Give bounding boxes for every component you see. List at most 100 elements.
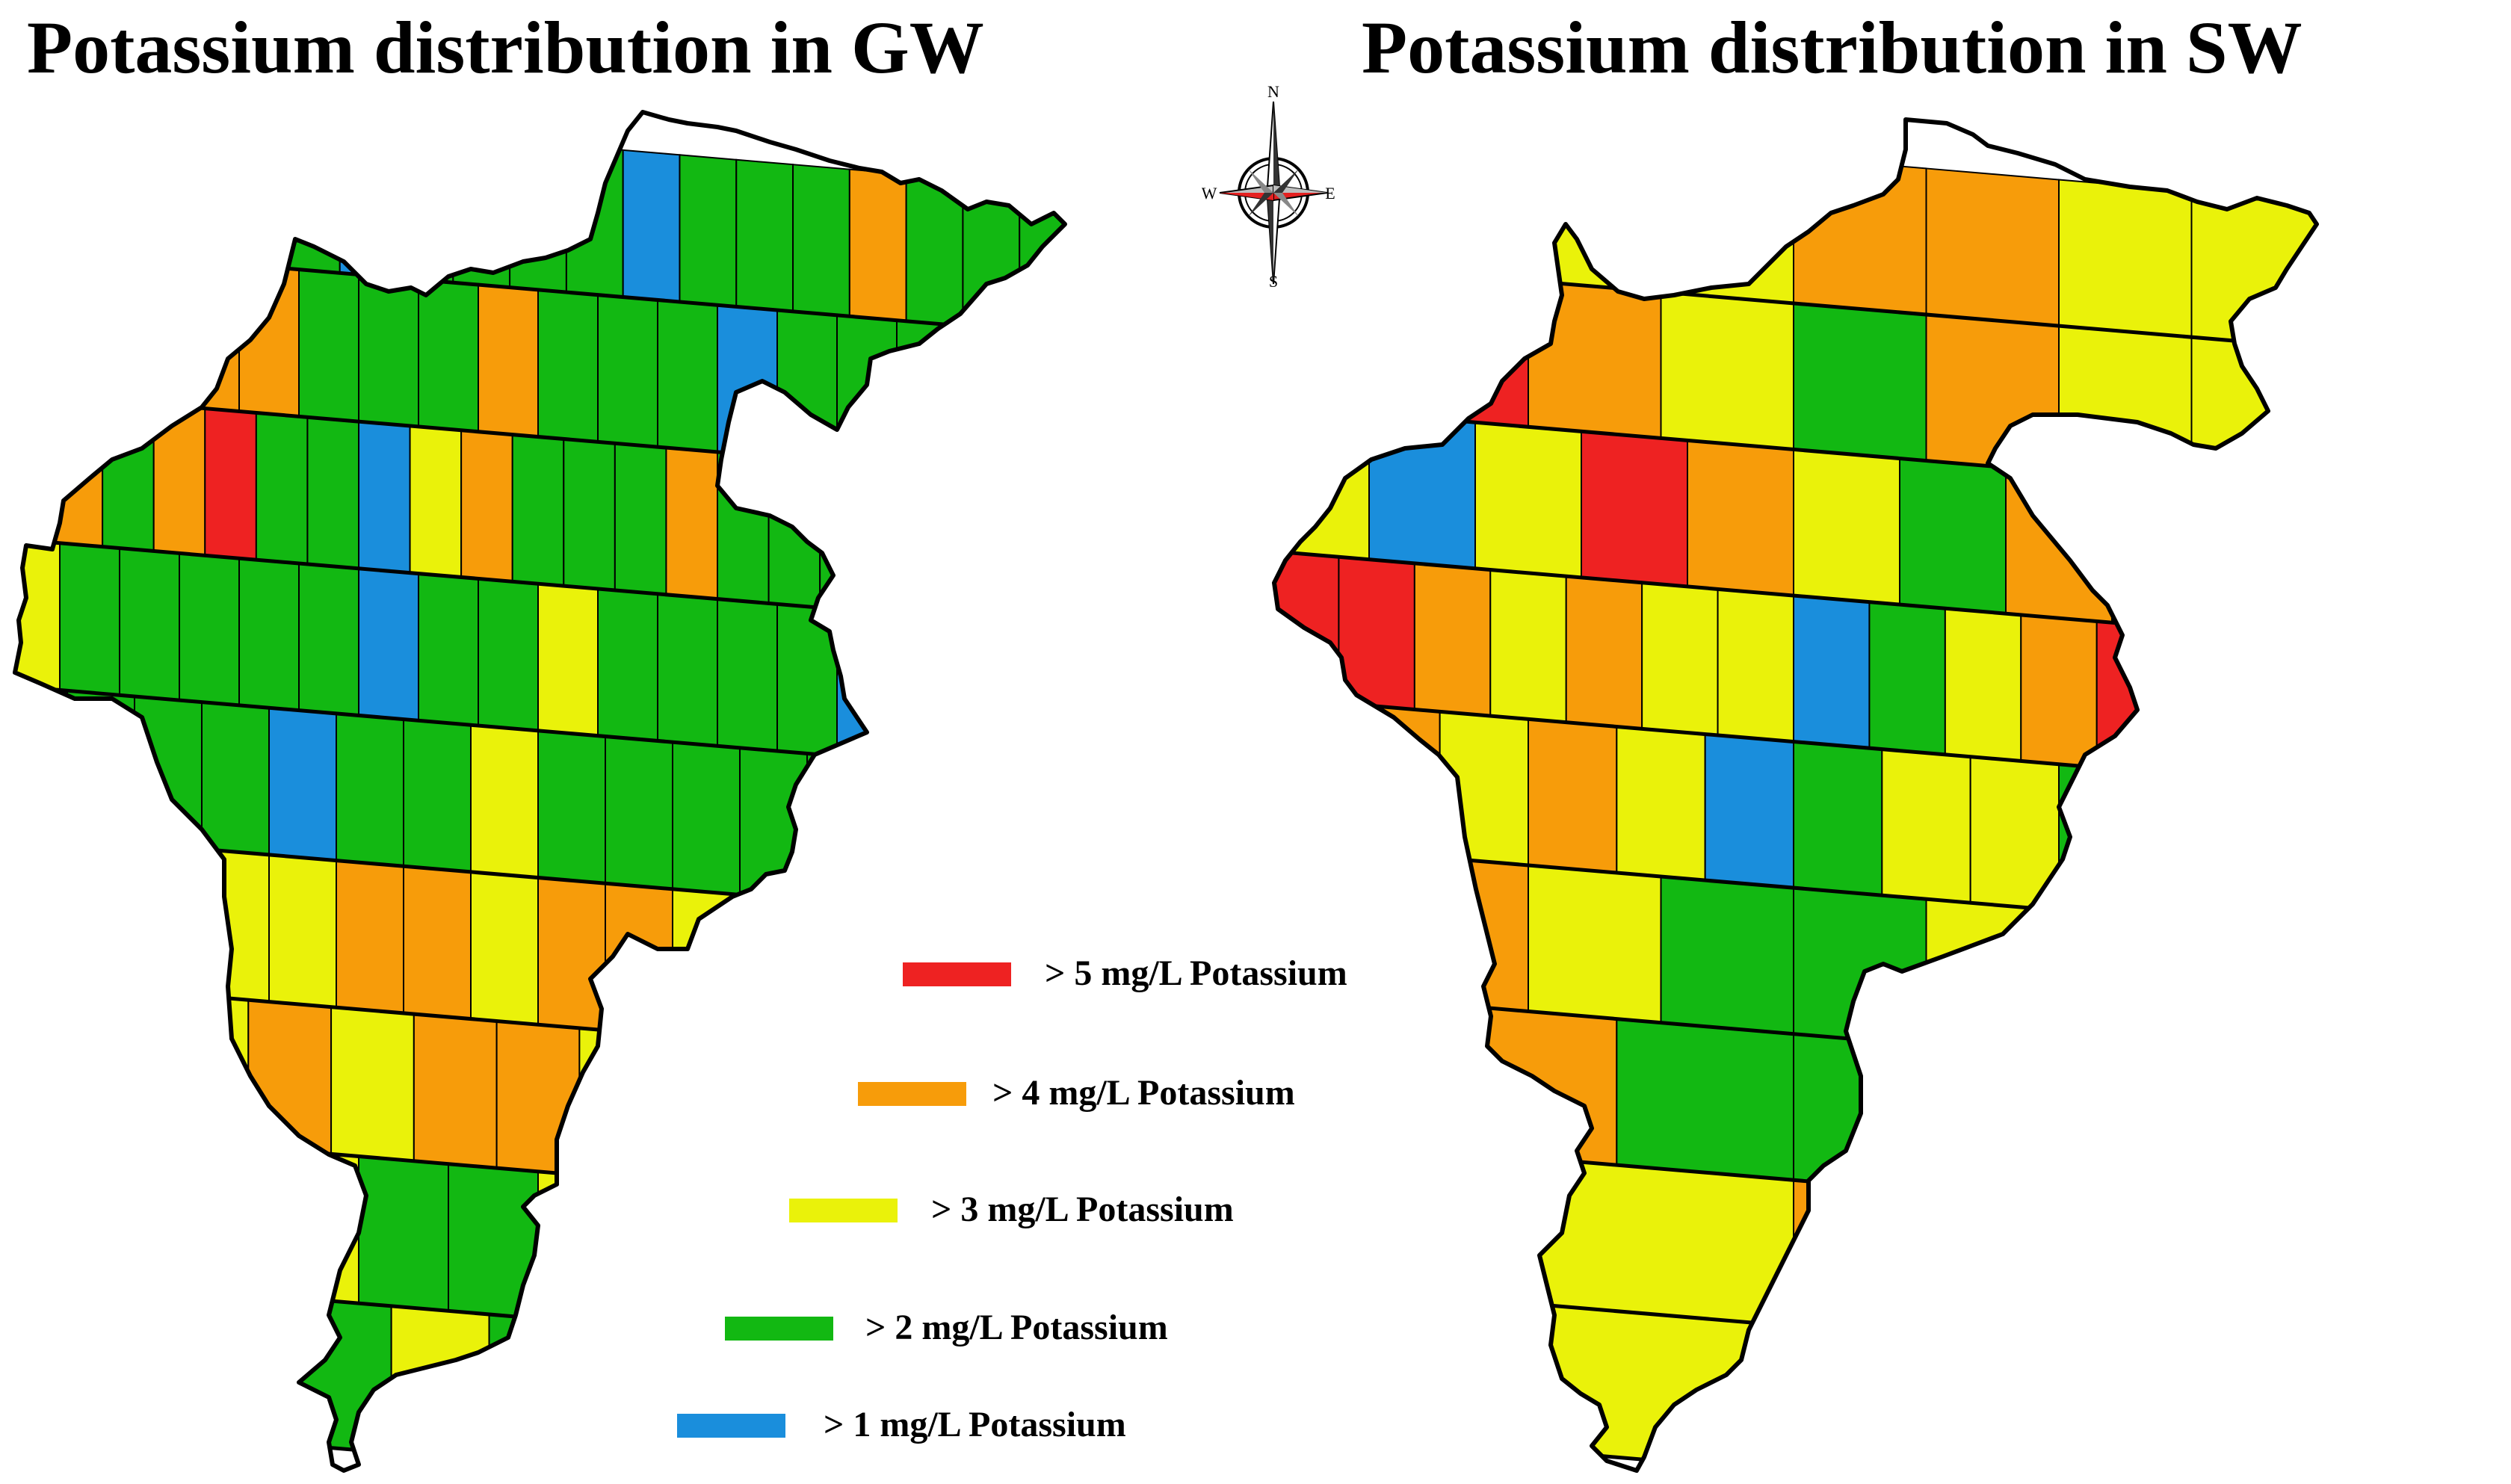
legend-label-k2: > 2 mg/L Potassium (865, 1308, 1168, 1347)
gw-field-cell (1008, 770, 1065, 924)
sw-field-cell (1274, 696, 1353, 851)
sw-field-cell (2146, 1063, 2317, 1226)
sw-field-cell (1925, 313, 2060, 473)
gw-field-cell (848, 168, 907, 322)
gw-field-cell (59, 542, 120, 696)
gw-field-cell (358, 1155, 449, 1312)
sw-field-cell (1395, 268, 1529, 428)
gw-field-cell (537, 877, 606, 1031)
gw-field-cell (672, 741, 741, 896)
gw-field-cell (622, 149, 681, 303)
legend-swatch-k4 (858, 1082, 966, 1106)
sw-field-cell (2190, 190, 2317, 350)
sw-field-cell (1439, 1003, 1618, 1166)
sw-field-cell (1439, 711, 1529, 867)
gw-field-cell (403, 865, 472, 1020)
gw-field-cell (735, 158, 794, 312)
gw-field-cell (941, 911, 1010, 1066)
gw-field-cell (15, 977, 84, 1134)
compass-n: N (1267, 82, 1279, 101)
gw-field-cell (452, 135, 511, 288)
gw-field-cell (15, 1272, 99, 1429)
gw-field-cell (478, 283, 539, 438)
sw-field-cell (2190, 921, 2317, 1080)
gw-field-cell (15, 684, 68, 839)
gw-field-cell (684, 1330, 784, 1471)
sw-field-cell (1528, 1302, 1794, 1471)
sw-field-cell (2247, 633, 2317, 788)
gw-field-cell (679, 154, 738, 308)
gw-field-cell (1016, 623, 1065, 778)
sw-field-cell (1474, 421, 1582, 578)
gw-field-cell (909, 1055, 995, 1211)
sw-field-cell (2058, 1347, 2317, 1471)
gw-field-cell (495, 1020, 581, 1176)
sw-field-cell (1793, 156, 1927, 316)
sw-field-cell (1704, 733, 1794, 889)
gw-field-cell (15, 390, 52, 543)
sw-field-cell (1274, 988, 1441, 1151)
gw-field-cell (194, 1288, 294, 1446)
gw-field-cell (164, 992, 250, 1148)
gw-field-cell (874, 758, 942, 913)
gw-field-cell (661, 1034, 746, 1190)
gw-field-cell (336, 859, 404, 1014)
sw-field-cell (1395, 853, 1529, 1012)
gw-field-cell (96, 1280, 197, 1438)
gw-field-cell (1024, 477, 1065, 631)
gw-field-cell (537, 1170, 628, 1327)
gw-field-cell (717, 598, 778, 752)
gw-field-cell (201, 701, 270, 856)
sw-field-cell (1581, 430, 1688, 588)
gw-field-cell (15, 243, 61, 398)
compass-icon: N S W E (1202, 82, 1335, 291)
sw-field-cell (1274, 1280, 1529, 1451)
gw-field-cell (586, 1322, 686, 1471)
sw-field-cell (1528, 134, 1662, 293)
sw-field-cell (2111, 475, 2219, 633)
gw-field-cell (298, 562, 359, 717)
gw-field-cell (119, 253, 180, 407)
sw-field-cell (1660, 145, 1794, 304)
sw-field-cell (1660, 291, 1794, 451)
gw-field-cell (657, 593, 718, 747)
gw-field-cell (418, 572, 479, 727)
gw-field-cell (134, 842, 203, 998)
sw-band-boundary (1274, 1425, 2317, 1471)
gw-field-cell (563, 438, 616, 592)
gw-field-cell (255, 412, 309, 566)
sw-potassium-grid (1274, 120, 2317, 1471)
gw-field-cell (306, 416, 359, 569)
gw-field-cell (614, 442, 667, 596)
gw-field-cell (478, 578, 539, 732)
gw-field-cell (836, 608, 898, 762)
gw-field-cell (537, 729, 606, 885)
sw-field-cell (1528, 718, 1618, 874)
sw-band-boundary (1274, 1279, 2317, 1373)
gw-field-cell (119, 547, 180, 702)
gw-field-cell (739, 746, 808, 902)
gw-potassium-grid (15, 112, 1065, 1471)
gw-field-cell (792, 164, 850, 318)
gw-field-cell (1016, 330, 1065, 483)
gw-field-cell (956, 324, 1017, 479)
gw-field-cell (941, 764, 1010, 919)
sw-field-cell (1528, 279, 1662, 439)
map-title-sw: Potassium distribution in SW (1362, 6, 2302, 89)
sw-field-cell (1489, 569, 1567, 723)
legend-swatch-k2 (725, 1317, 833, 1341)
sw-field-cell (1395, 122, 1529, 282)
gw-field-cell (298, 268, 359, 423)
legend-swatch-k5 (903, 962, 1011, 986)
sw-field-cell (1350, 703, 1441, 859)
gw-field-cell (268, 707, 337, 862)
gw-field-cell (836, 314, 898, 469)
gw-field-cell (330, 1006, 415, 1162)
gw-field-cell (605, 735, 673, 890)
gw-field-cell (226, 115, 284, 269)
gw-field-cell (896, 613, 957, 767)
gw-field-cell (413, 1012, 498, 1169)
sw-field-cell (1616, 726, 1706, 882)
gw-field-cell (537, 288, 599, 443)
sw-field-cell (2172, 627, 2249, 782)
